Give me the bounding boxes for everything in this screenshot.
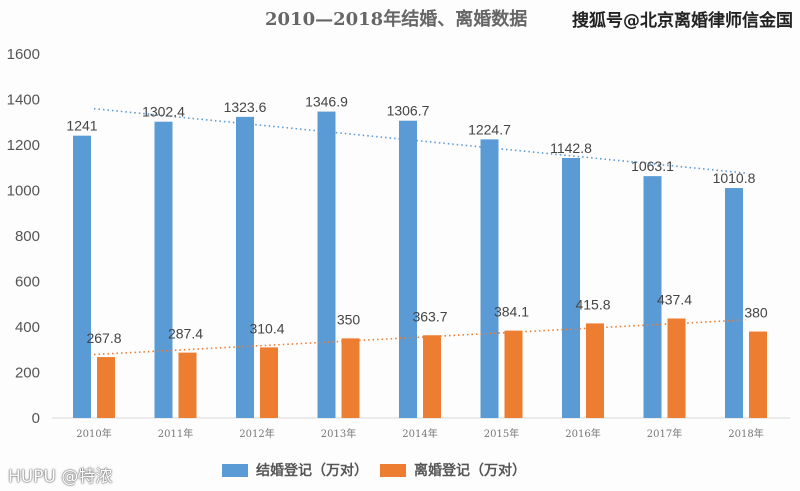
data-label: 350 — [337, 311, 361, 327]
bar-marriage — [73, 135, 91, 419]
y-tick-label: 1400 — [7, 92, 40, 109]
x-tick-label: 2014年 — [402, 427, 437, 440]
bar-divorce — [260, 347, 278, 418]
x-tick-label: 2017年 — [647, 427, 682, 440]
y-tick-label: 1600 — [7, 46, 40, 63]
data-label: 437.4 — [657, 291, 692, 307]
data-label: 1306.7 — [387, 103, 430, 119]
x-tick-label: 2011年 — [158, 427, 193, 440]
y-tick-label: 800 — [15, 228, 40, 245]
legend-swatch — [222, 463, 248, 477]
bar-divorce — [504, 330, 523, 418]
chart-title: 2010—2018年结婚、离婚数据 — [265, 9, 528, 30]
legend-label: 离婚登记（万对） — [414, 463, 526, 479]
bar-marriage — [154, 121, 173, 418]
legend-swatch — [380, 463, 406, 477]
data-label: 267.8 — [86, 330, 121, 346]
x-tick-label: 2015年 — [484, 427, 519, 440]
data-label: 1224.7 — [468, 121, 511, 137]
data-label: 310.4 — [249, 320, 284, 336]
bar-divorce — [586, 323, 604, 418]
bar-divorce — [178, 352, 197, 418]
legend: 结婚登记（万对） 离婚登记（万对） — [222, 460, 538, 480]
y-tick-label: 200 — [15, 365, 40, 382]
trendline-marriage — [93, 107, 747, 174]
x-tick-label: 2018年 — [728, 427, 763, 440]
bar-divorce — [667, 318, 686, 418]
bar-marriage — [725, 188, 743, 418]
bar-marriage — [236, 116, 254, 419]
data-label: 415.8 — [575, 296, 610, 312]
y-tick-label: 1200 — [7, 137, 40, 154]
bar-marriage — [399, 120, 417, 418]
data-label: 1302.4 — [142, 104, 185, 120]
data-label: 1323.6 — [224, 99, 267, 115]
legend-item-marriage: 结婚登记（万对） — [222, 460, 368, 480]
data-label: 1010.8 — [713, 170, 756, 186]
y-tick-label: 400 — [15, 319, 40, 336]
watermark: 搜狐号@北京离婚律师信金国 — [572, 11, 793, 31]
y-tick-label: 0 — [32, 410, 40, 427]
bar-marriage — [480, 139, 499, 419]
data-label: 384.1 — [494, 304, 529, 320]
bar-divorce — [341, 338, 360, 418]
x-tick-label: 2012年 — [239, 427, 274, 440]
x-tick-label: 2013年 — [321, 427, 356, 440]
bar-marriage — [317, 111, 336, 418]
x-tick-label: 2016年 — [565, 427, 600, 440]
data-label: 287.4 — [168, 326, 203, 342]
bar-divorce — [97, 357, 115, 418]
y-tick-label: 600 — [15, 274, 40, 291]
trendline-divorce — [93, 319, 747, 356]
bar-divorce — [749, 331, 767, 418]
data-label: 1346.9 — [305, 94, 348, 110]
footer-watermark: HUPU @特浓 — [8, 467, 113, 487]
data-label: 1142.8 — [550, 140, 592, 156]
bar-divorce — [423, 335, 441, 418]
legend-item-divorce: 离婚登记（万对） — [380, 460, 526, 480]
data-label: 1241 — [66, 118, 97, 134]
bar-marriage — [643, 176, 662, 418]
y-tick-label: 1000 — [7, 183, 40, 200]
bar-marriage — [562, 158, 580, 418]
data-label: 363.7 — [412, 308, 447, 324]
x-tick-label: 2010年 — [76, 427, 111, 440]
legend-label: 结婚登记（万对） — [256, 463, 368, 479]
data-label: 380 — [744, 305, 768, 321]
data-label: 1063.1 — [631, 158, 674, 174]
